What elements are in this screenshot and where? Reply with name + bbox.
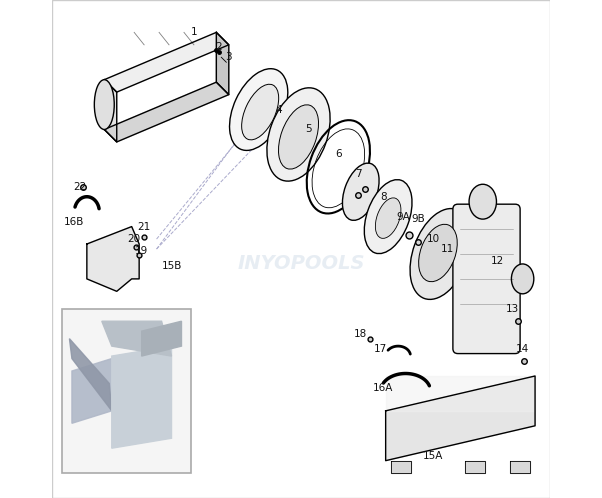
Ellipse shape (364, 180, 412, 253)
Text: 11: 11 (441, 244, 455, 254)
Text: 2: 2 (216, 42, 222, 52)
Ellipse shape (267, 88, 330, 181)
Text: 6: 6 (335, 149, 342, 159)
Polygon shape (510, 461, 530, 473)
Text: 22: 22 (73, 182, 86, 192)
Ellipse shape (410, 209, 471, 299)
Polygon shape (102, 321, 172, 356)
Ellipse shape (241, 84, 279, 140)
Text: 9B: 9B (411, 214, 425, 224)
Text: 3: 3 (226, 52, 232, 62)
Polygon shape (465, 461, 485, 473)
Text: 10: 10 (426, 234, 439, 244)
FancyBboxPatch shape (453, 204, 520, 354)
Text: 12: 12 (491, 256, 504, 266)
Text: 15A: 15A (423, 451, 443, 461)
Text: 21: 21 (137, 222, 150, 232)
Ellipse shape (376, 198, 401, 239)
Text: 15B: 15B (161, 261, 182, 271)
Polygon shape (72, 359, 112, 423)
Polygon shape (216, 32, 229, 95)
Ellipse shape (279, 105, 318, 169)
Text: 9A: 9A (396, 212, 410, 222)
Text: 16A: 16A (373, 383, 393, 393)
Text: 1: 1 (191, 27, 197, 37)
Ellipse shape (469, 184, 497, 219)
Text: 4: 4 (275, 105, 282, 115)
Polygon shape (141, 321, 181, 356)
FancyBboxPatch shape (62, 309, 191, 473)
Polygon shape (104, 80, 117, 142)
Text: 18: 18 (354, 329, 367, 339)
Ellipse shape (229, 69, 288, 150)
Text: 13: 13 (506, 304, 520, 314)
Polygon shape (112, 346, 172, 448)
Polygon shape (104, 32, 229, 92)
Ellipse shape (512, 264, 534, 294)
Text: INYOPOOLS: INYOPOOLS (237, 254, 365, 273)
Text: 7: 7 (355, 169, 362, 179)
Ellipse shape (418, 224, 458, 282)
Text: 19: 19 (135, 247, 148, 256)
Polygon shape (104, 82, 229, 142)
Ellipse shape (343, 163, 379, 220)
Ellipse shape (95, 80, 114, 129)
Polygon shape (386, 376, 535, 461)
Text: 5: 5 (305, 124, 312, 134)
Text: 16B: 16B (64, 217, 85, 227)
Polygon shape (69, 339, 112, 411)
Text: 14: 14 (516, 344, 529, 354)
Polygon shape (386, 376, 535, 411)
Text: 8: 8 (380, 192, 386, 202)
Polygon shape (87, 227, 139, 291)
Text: 17: 17 (374, 344, 387, 354)
Polygon shape (391, 461, 411, 473)
Text: 20: 20 (128, 234, 141, 244)
